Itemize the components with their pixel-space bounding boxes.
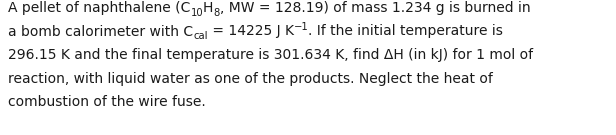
Text: −1: −1 — [294, 22, 309, 32]
Text: . If the initial temperature is: . If the initial temperature is — [309, 24, 503, 38]
Text: A pellet of naphthalene (C: A pellet of naphthalene (C — [8, 1, 190, 15]
Text: , MW = 128.19) of mass 1.234 g is burned in: , MW = 128.19) of mass 1.234 g is burned… — [220, 1, 530, 15]
Text: combustion of the wire fuse.: combustion of the wire fuse. — [8, 95, 206, 109]
Text: H: H — [203, 1, 213, 15]
Text: 8: 8 — [213, 8, 220, 18]
Text: a bomb calorimeter with C: a bomb calorimeter with C — [8, 24, 193, 38]
Text: = 14225 J K: = 14225 J K — [208, 24, 294, 38]
Text: 10: 10 — [190, 8, 203, 18]
Text: cal: cal — [193, 31, 208, 41]
Text: reaction, with liquid water as one of the products. Neglect the heat of: reaction, with liquid water as one of th… — [8, 72, 493, 85]
Text: 296.15 K and the final temperature is 301.634 K, find ΔH (in kJ) for 1 mol of: 296.15 K and the final temperature is 30… — [8, 48, 533, 62]
